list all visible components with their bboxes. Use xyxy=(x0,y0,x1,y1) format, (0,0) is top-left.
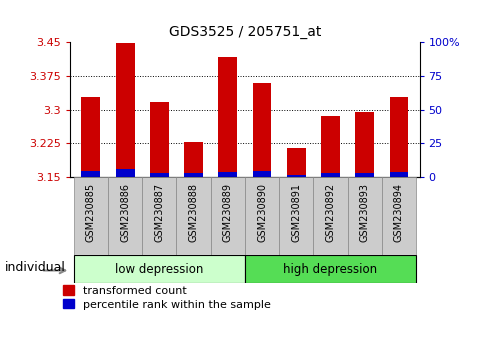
Bar xyxy=(320,172,339,177)
Bar xyxy=(252,83,271,177)
Bar xyxy=(116,169,134,177)
Text: GSM230893: GSM230893 xyxy=(359,183,369,242)
Text: individual: individual xyxy=(5,261,66,274)
Bar xyxy=(389,97,408,177)
Bar xyxy=(252,171,271,177)
Text: GSM230888: GSM230888 xyxy=(188,183,198,242)
Bar xyxy=(150,173,168,177)
Bar xyxy=(286,175,305,177)
Text: GSM230886: GSM230886 xyxy=(120,183,130,242)
Bar xyxy=(244,177,279,255)
Text: high depression: high depression xyxy=(283,263,377,275)
Bar xyxy=(184,173,203,177)
Bar xyxy=(347,177,381,255)
Bar xyxy=(279,177,313,255)
Bar xyxy=(313,177,347,255)
Text: GSM230890: GSM230890 xyxy=(257,183,267,242)
Bar xyxy=(218,57,237,177)
Bar xyxy=(320,116,339,177)
Text: GSM230892: GSM230892 xyxy=(325,183,335,242)
Bar xyxy=(150,102,168,177)
Bar xyxy=(176,177,210,255)
Bar xyxy=(218,172,237,177)
Bar xyxy=(74,177,108,255)
Bar xyxy=(286,148,305,177)
Bar xyxy=(74,255,244,283)
Text: GSM230889: GSM230889 xyxy=(222,183,232,242)
Bar xyxy=(355,112,373,177)
Bar xyxy=(184,142,203,177)
Bar xyxy=(389,172,408,177)
Bar xyxy=(142,177,176,255)
Bar xyxy=(244,255,415,283)
Bar xyxy=(108,177,142,255)
Bar xyxy=(355,172,373,177)
Bar xyxy=(81,97,100,177)
Text: GSM230887: GSM230887 xyxy=(154,183,164,242)
Text: low depression: low depression xyxy=(115,263,203,275)
Text: GSM230894: GSM230894 xyxy=(393,183,403,242)
Bar xyxy=(210,177,244,255)
Bar xyxy=(116,44,134,177)
Title: GDS3525 / 205751_at: GDS3525 / 205751_at xyxy=(168,25,320,39)
Bar xyxy=(81,171,100,177)
Bar xyxy=(381,177,415,255)
Text: GSM230885: GSM230885 xyxy=(86,183,96,242)
Legend: transformed count, percentile rank within the sample: transformed count, percentile rank withi… xyxy=(63,285,270,310)
Text: GSM230891: GSM230891 xyxy=(291,183,301,242)
